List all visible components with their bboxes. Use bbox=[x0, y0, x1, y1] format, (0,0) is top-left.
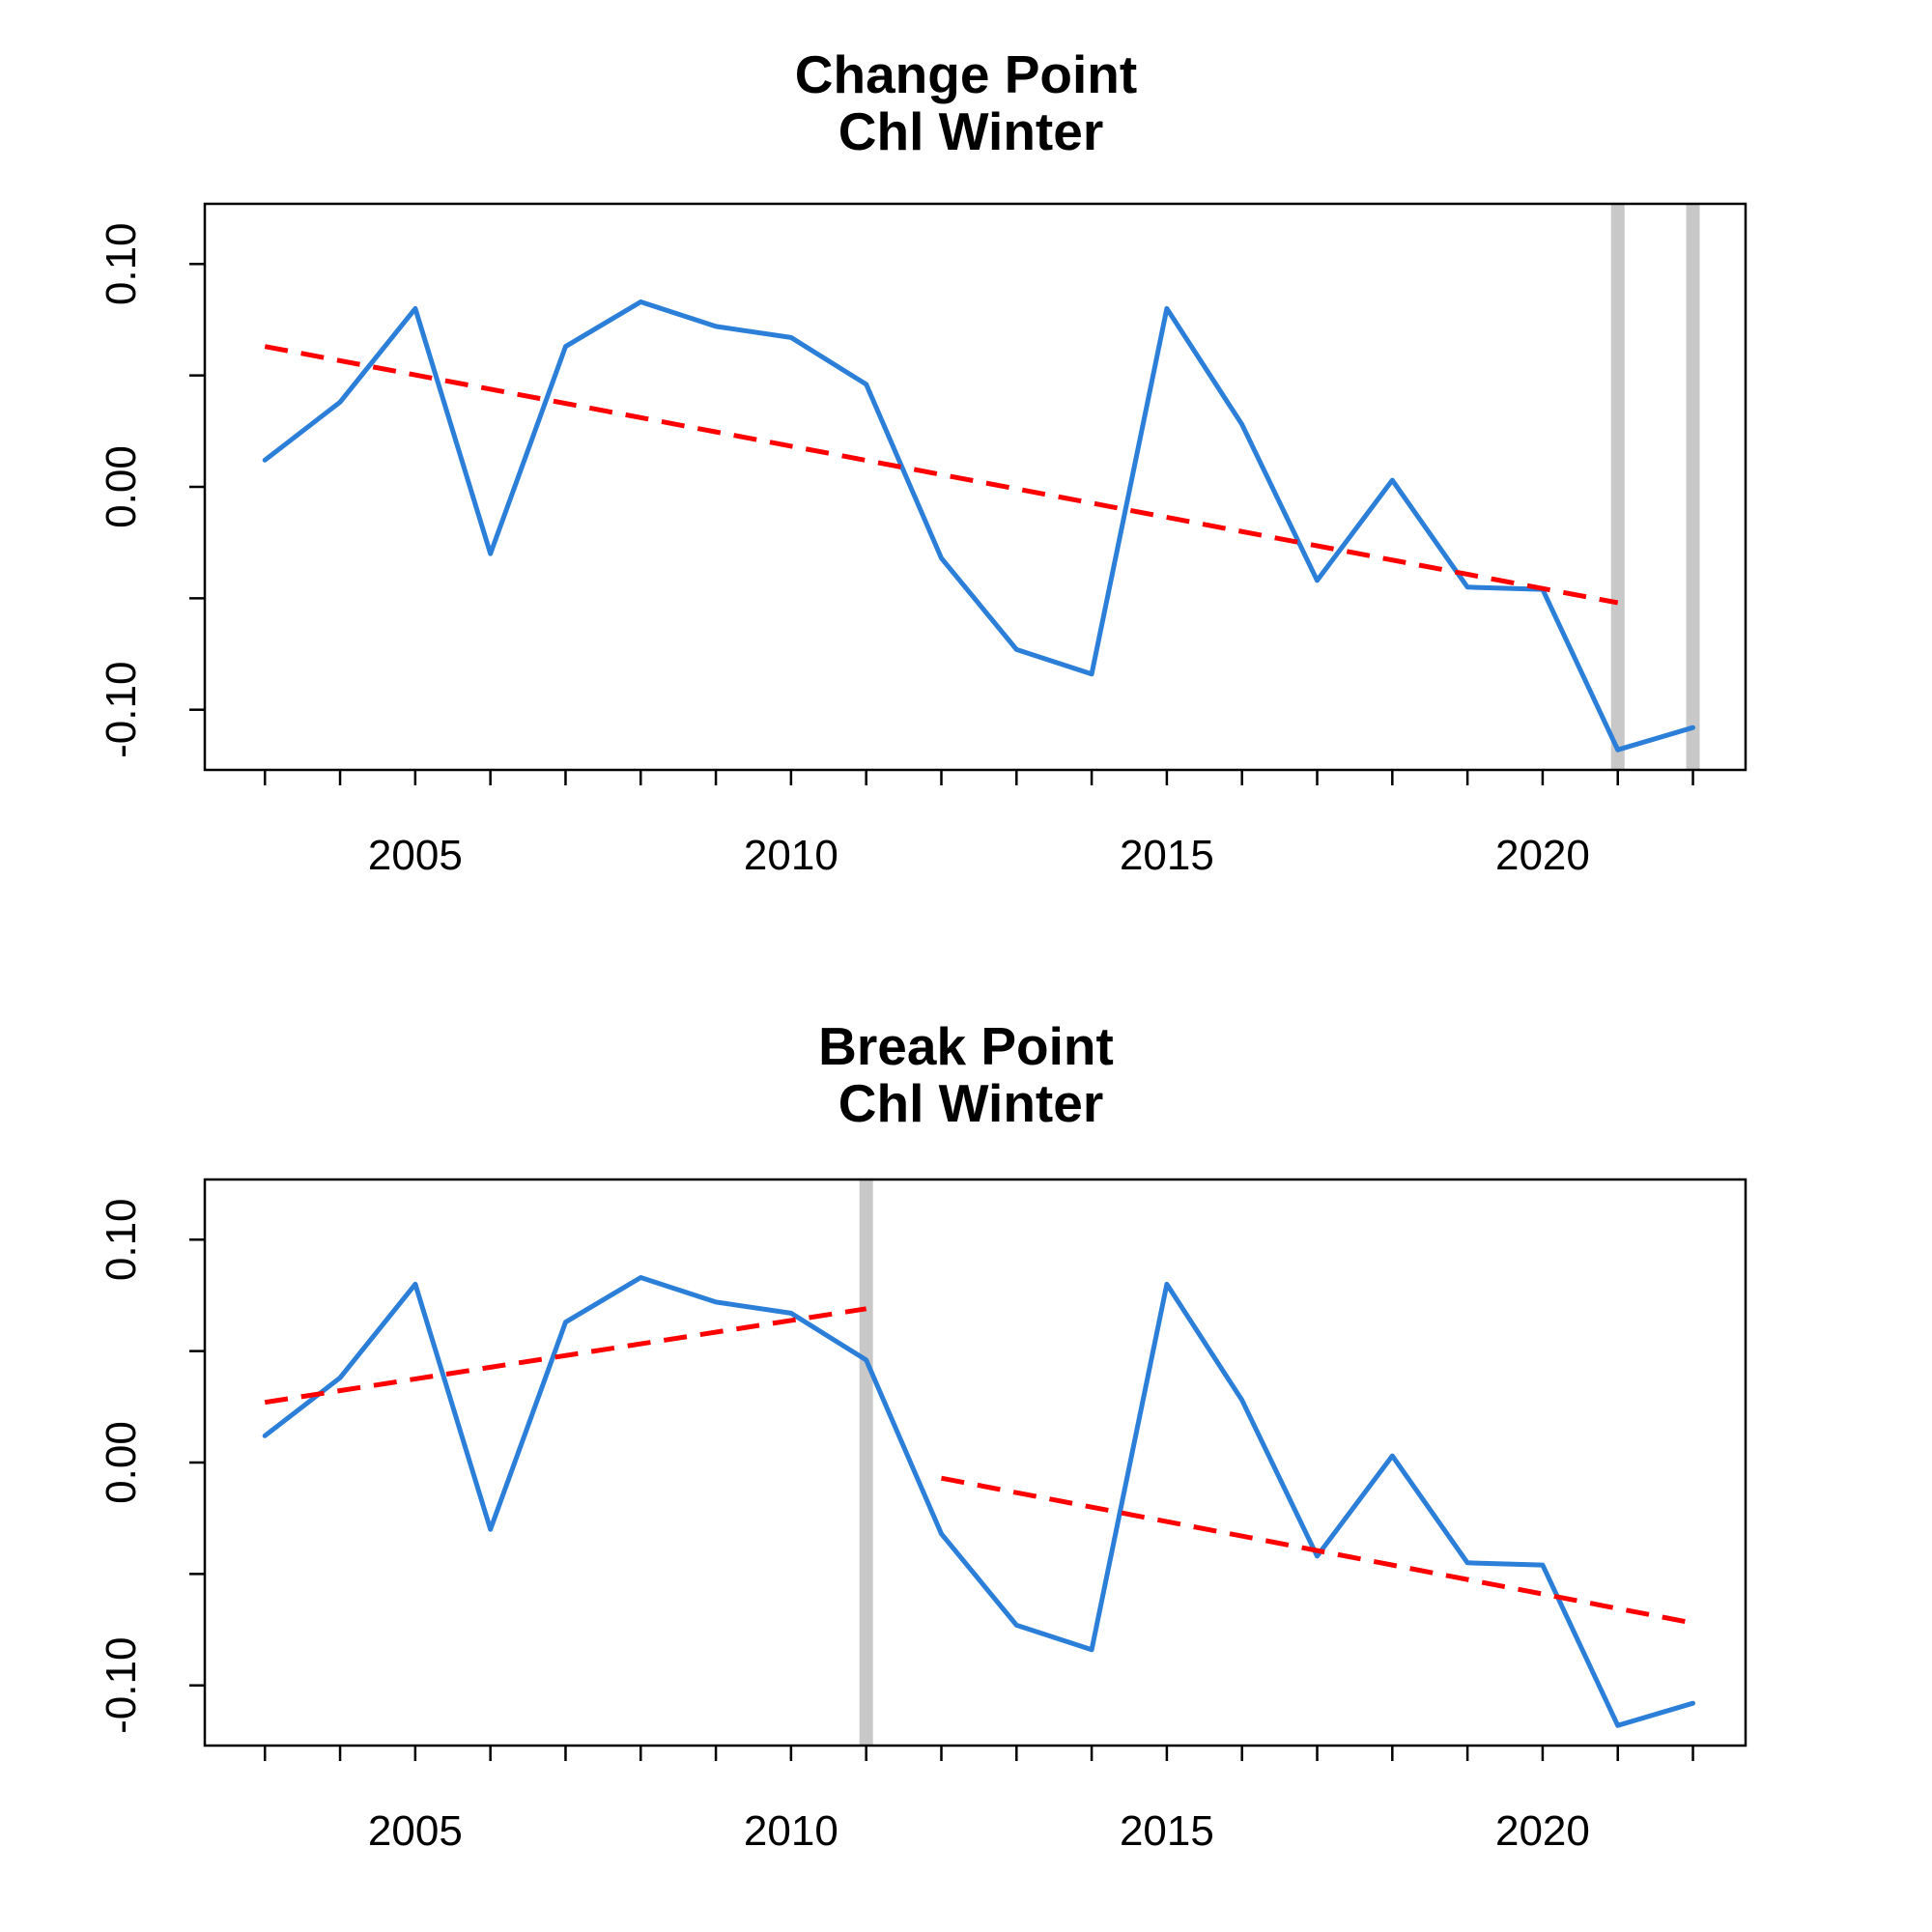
data-layer bbox=[262, 1179, 1695, 1746]
y-tick-label: -0.10 bbox=[98, 662, 145, 758]
series-line bbox=[262, 1275, 1695, 1728]
chart-subtitle: Chl Winter bbox=[838, 1073, 1104, 1133]
chart-title: Change Point bbox=[795, 44, 1137, 104]
x-tick-label: 2020 bbox=[1495, 1807, 1590, 1855]
chart-subtitle: Chl Winter bbox=[838, 101, 1104, 161]
x-tick-label: 2020 bbox=[1495, 832, 1590, 879]
plot-area: 2005 2010 2015 2020 -0.10 0.00 0.10 bbox=[98, 202, 1747, 879]
trend-line bbox=[941, 1475, 1694, 1626]
trend-line bbox=[264, 344, 1619, 606]
break-point-panel: Break Point Chl Winter 2005 2010 2015 2020 -… bbox=[98, 1016, 1747, 1855]
x-tick-label: 2015 bbox=[1120, 1807, 1214, 1855]
y-tick-label: 0.00 bbox=[98, 445, 145, 528]
trend-line bbox=[264, 1306, 867, 1406]
chart-title: Break Point bbox=[818, 1016, 1114, 1076]
y-tick-label: 0.00 bbox=[98, 1421, 145, 1504]
y-tick-label: 0.10 bbox=[98, 222, 145, 305]
data-layer bbox=[262, 204, 1700, 770]
y-tick-label: 0.10 bbox=[98, 1198, 145, 1281]
series-line bbox=[262, 299, 1695, 753]
x-tick-label: 2005 bbox=[368, 1807, 463, 1855]
x-tick-label: 2010 bbox=[744, 1807, 838, 1855]
y-tick-label: -0.10 bbox=[98, 1637, 145, 1734]
x-tick-label: 2015 bbox=[1120, 832, 1214, 879]
plot-area: 2005 2010 2015 2020 -0.10 0.00 0.10 bbox=[98, 1178, 1747, 1855]
change-point-panel: Change Point Chl Winter 2005 2010 2015 2020… bbox=[98, 44, 1747, 879]
x-tick-label: 2005 bbox=[368, 832, 463, 879]
x-tick-label: 2010 bbox=[744, 832, 838, 879]
